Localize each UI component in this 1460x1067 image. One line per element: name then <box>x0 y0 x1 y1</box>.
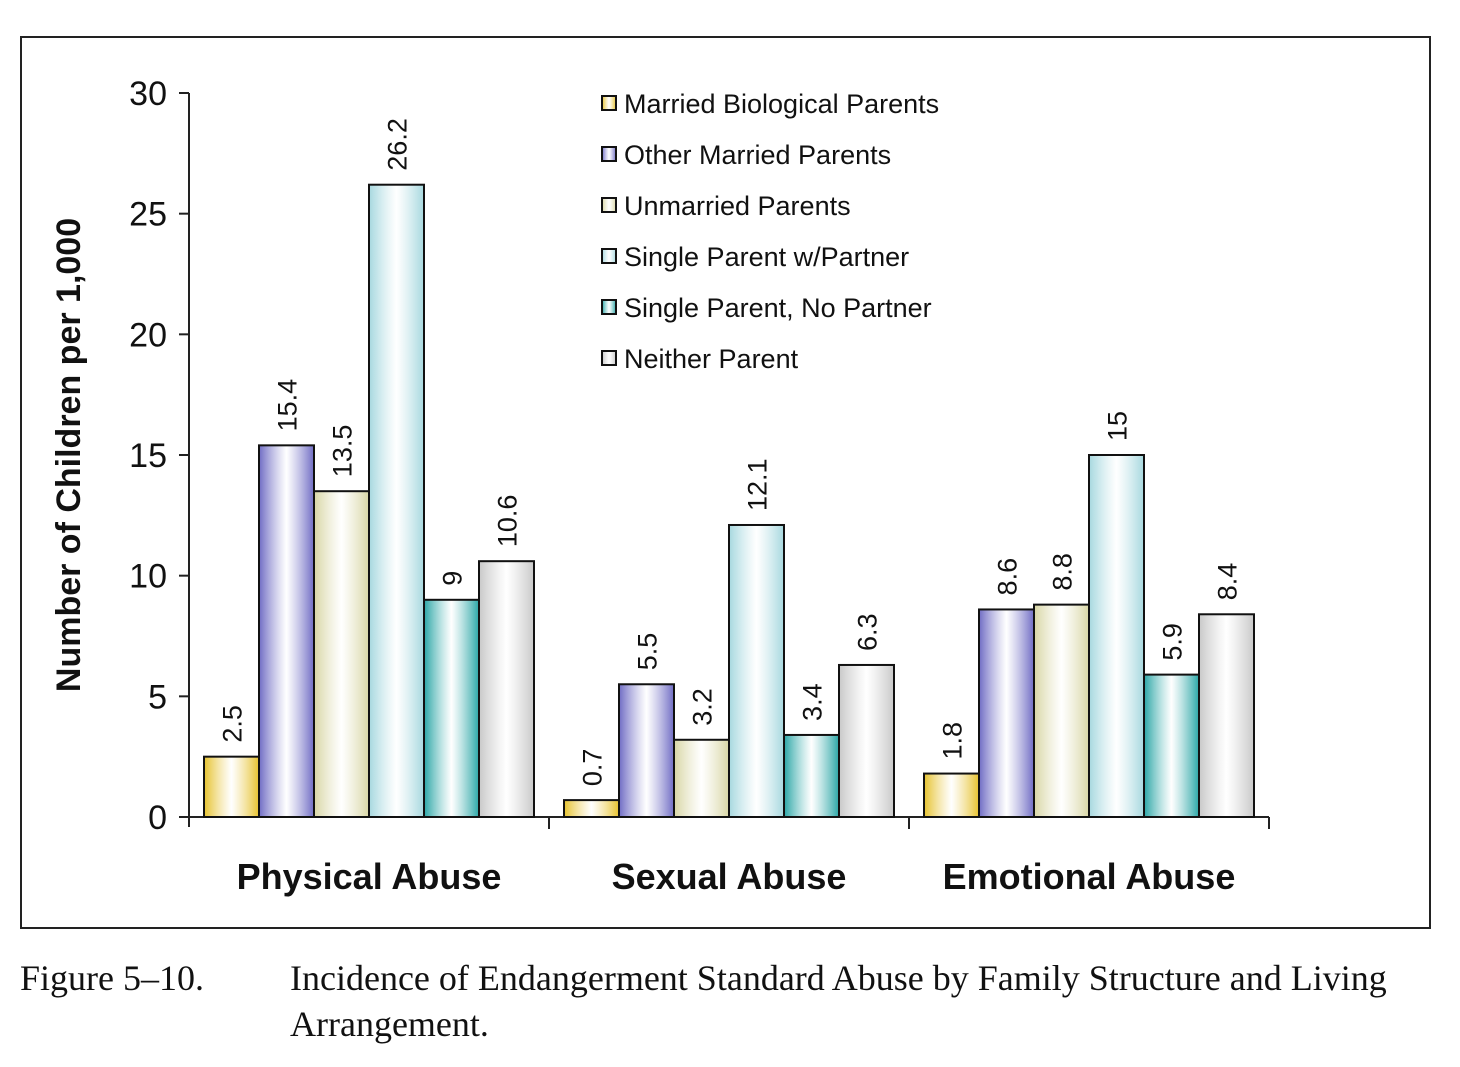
data-label: 15.4 <box>273 379 303 432</box>
y-tick-label: 10 <box>129 558 167 596</box>
category-label: Physical Abuse <box>237 856 502 897</box>
bar <box>923 772 980 818</box>
bar <box>728 523 785 818</box>
bar <box>423 598 480 818</box>
legend-swatch <box>601 95 617 111</box>
bar <box>203 755 260 819</box>
data-label: 10.6 <box>493 495 523 548</box>
y-tick-label: 15 <box>129 437 167 475</box>
data-label: 12.1 <box>743 458 773 511</box>
bar <box>368 183 425 818</box>
legend: Married Biological Parents Other Married … <box>601 89 939 374</box>
legend-swatch <box>601 248 617 264</box>
category-label: Emotional Abuse <box>943 856 1236 897</box>
y-tick-label: 30 <box>129 75 167 113</box>
y-tick-label: 0 <box>148 799 167 837</box>
bar <box>258 444 315 818</box>
legend-swatch <box>601 350 617 366</box>
y-axis-label: Number of Children per 1,000 <box>50 218 88 692</box>
bar <box>1088 454 1145 818</box>
bar <box>838 663 895 819</box>
bar <box>673 738 730 818</box>
data-label: 1.8 <box>938 722 968 760</box>
data-label: 26.2 <box>383 118 413 171</box>
bar-chart: Number of Children per 1,000 0 5 10 15 20 25 3… <box>50 75 1270 897</box>
bar <box>783 733 840 818</box>
data-label: 15 <box>1103 411 1133 441</box>
bar <box>1143 673 1200 819</box>
category-label: Sexual Abuse <box>612 856 847 897</box>
bar <box>478 560 535 818</box>
axes: 0 5 10 15 20 25 30 Physical Abuse Sexual Abuse Em… <box>129 75 1270 897</box>
legend-entry: Married Biological Parents <box>624 89 939 119</box>
data-label: 3.2 <box>688 688 718 726</box>
data-label: 8.4 <box>1213 563 1243 601</box>
legend-entry: Unmarried Parents <box>624 191 851 221</box>
bar <box>978 608 1035 818</box>
y-tick-label: 20 <box>129 316 167 354</box>
data-label: 8.8 <box>1048 553 1078 591</box>
data-label: 2.5 <box>218 705 248 743</box>
legend-entry: Neither Parent <box>624 344 799 374</box>
caption-text: Incidence of Endangerment Standard Abuse… <box>290 958 1387 1044</box>
legend-swatch <box>601 299 617 315</box>
data-label: 6.3 <box>853 613 883 651</box>
legend-entry: Single Parent, No Partner <box>624 293 932 323</box>
bar <box>618 683 675 818</box>
legend-swatch <box>601 146 617 162</box>
data-label: 5.5 <box>633 633 663 671</box>
legend-swatch <box>601 197 617 213</box>
bars: 2.5 15.4 13.5 26.2 9 10.6 0.7 5.5 3.2 12.1 3.4 6.3 1… <box>203 118 1255 819</box>
chart-frame: Number of Children per 1,000 0 5 10 15 20 25 3… <box>20 36 1431 929</box>
legend-entry: Single Parent w/Partner <box>624 242 909 272</box>
data-label: 5.9 <box>1158 623 1188 661</box>
y-tick-label: 5 <box>148 678 167 716</box>
data-label: 9 <box>438 571 468 586</box>
data-label: 8.6 <box>993 558 1023 596</box>
caption-number: Figure 5–10. <box>20 958 204 998</box>
bar <box>1198 613 1255 819</box>
bar <box>1033 603 1090 818</box>
y-axis-label-group: Number of Children per 1,000 <box>50 218 88 692</box>
bar <box>563 799 620 819</box>
data-label: 3.4 <box>798 683 828 721</box>
y-tick-label: 25 <box>129 196 167 234</box>
data-label: 0.7 <box>578 749 608 787</box>
data-label: 13.5 <box>328 425 358 478</box>
bar <box>313 490 370 818</box>
legend-entry: Other Married Parents <box>624 140 891 170</box>
